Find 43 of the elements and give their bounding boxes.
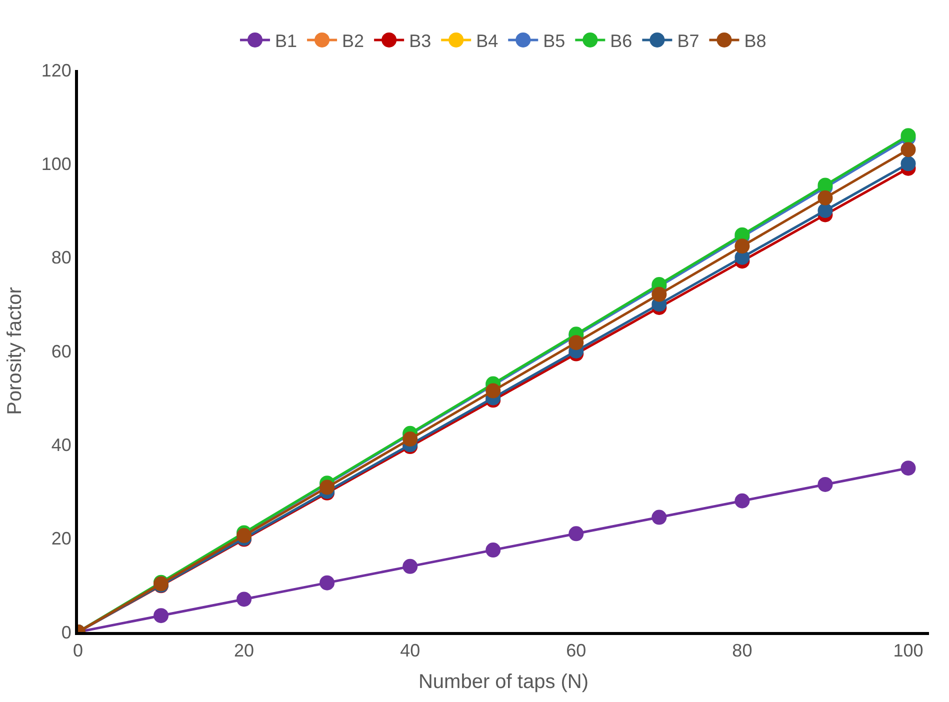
legend-label: B6 (610, 30, 632, 51)
y-axis-title: Porosity factor (4, 286, 26, 415)
y-tick-label: 60 (51, 341, 72, 362)
legend-label: B1 (275, 30, 298, 51)
point (900, 460, 916, 476)
legend-label: B5 (543, 30, 566, 51)
point (402, 432, 418, 447)
x-tick-label: 20 (234, 640, 254, 661)
point (568, 526, 584, 542)
point (652, 510, 667, 525)
legend-label: B2 (342, 30, 364, 51)
point (734, 493, 750, 508)
point (734, 238, 750, 254)
point (900, 142, 916, 158)
legend-label: B4 (476, 30, 498, 51)
point (568, 335, 584, 350)
y-tick-label: 80 (51, 248, 72, 268)
x-tick-label: 100 (893, 640, 924, 661)
point (486, 383, 501, 398)
point (320, 575, 335, 590)
point (402, 558, 418, 574)
y-tick-label: 120 (41, 60, 72, 80)
point (236, 592, 252, 607)
x-tick-label: 80 (732, 640, 752, 661)
y-tick-label: 20 (51, 528, 72, 549)
point (320, 480, 335, 495)
point (652, 286, 667, 302)
point (818, 190, 833, 206)
point (818, 476, 833, 492)
x-tick-label: 60 (566, 640, 586, 661)
point (486, 542, 501, 558)
point (818, 178, 833, 193)
point (154, 608, 169, 624)
y-tick-label: 40 (51, 434, 72, 455)
x-tick-label: 40 (400, 640, 420, 661)
legend-label: B8 (744, 30, 766, 51)
point (818, 203, 833, 218)
legend-label: B3 (409, 30, 432, 51)
point (900, 156, 916, 172)
y-tick-label: 100 (41, 154, 72, 174)
y-tick-label: 0 (61, 622, 72, 642)
legend-label: B7 (677, 30, 700, 51)
x-axis-title: Number of taps (N) (418, 671, 589, 694)
